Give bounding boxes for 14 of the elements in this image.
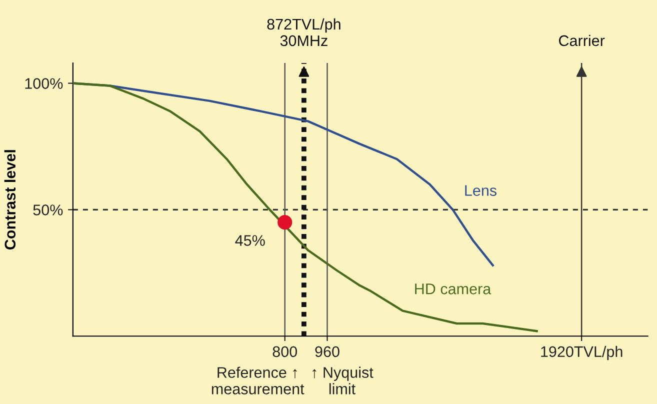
y-axis-title: Contrast level xyxy=(4,150,16,250)
x-tick-label: 960 xyxy=(315,346,340,358)
annotation: Reference ↑ measurement xyxy=(212,366,304,394)
y-tick-label: 50% xyxy=(33,204,63,216)
ref-line-label: Carrier xyxy=(559,34,605,46)
series-label: HD camera xyxy=(415,284,492,294)
x-tick-label: 800 xyxy=(272,346,298,358)
x-tick-label: 1920TVL/ph xyxy=(541,346,622,360)
y-tick-label: 100% xyxy=(25,78,63,89)
ref-line-label: 872TVL/ph 30MHz xyxy=(267,18,340,46)
series-label: Lens xyxy=(465,185,497,196)
data-label: 45% xyxy=(235,235,265,246)
line-series xyxy=(72,82,538,332)
annotation: ↑ Nyquist limit xyxy=(312,366,374,394)
